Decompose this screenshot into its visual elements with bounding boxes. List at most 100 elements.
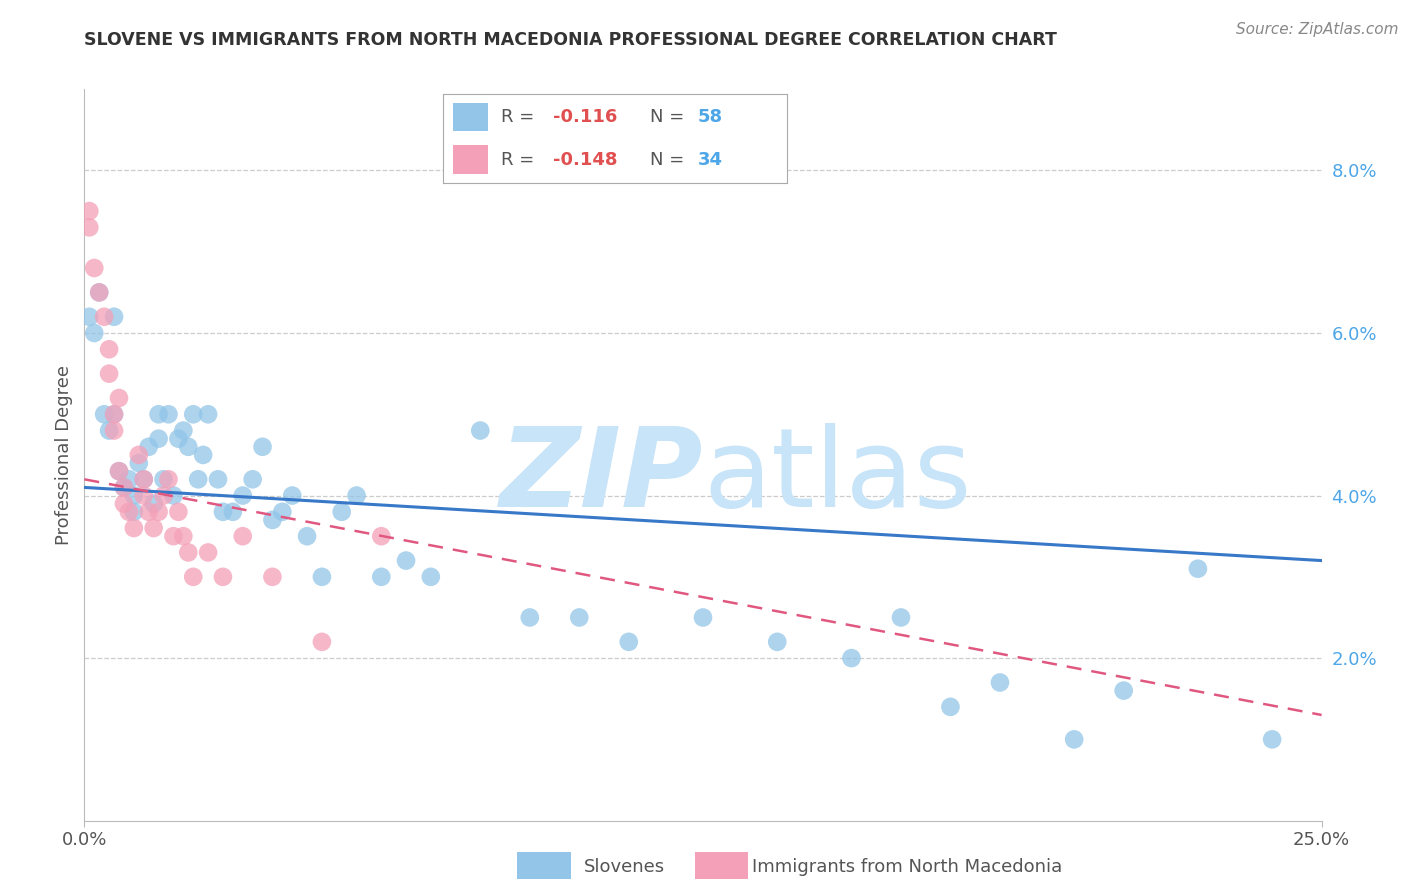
Point bbox=[232, 489, 254, 503]
Point bbox=[108, 464, 131, 478]
Bar bbox=[453, 145, 488, 174]
Point bbox=[177, 545, 200, 559]
Text: 34: 34 bbox=[697, 151, 723, 169]
Point bbox=[89, 285, 111, 300]
Point bbox=[83, 326, 105, 340]
Point bbox=[177, 440, 200, 454]
Point bbox=[162, 489, 184, 503]
Point bbox=[122, 489, 145, 503]
Point bbox=[370, 529, 392, 543]
Point bbox=[207, 472, 229, 486]
Point bbox=[132, 472, 155, 486]
Point bbox=[295, 529, 318, 543]
Bar bbox=[453, 103, 488, 131]
Point bbox=[122, 505, 145, 519]
Text: N =: N = bbox=[650, 108, 689, 126]
Point bbox=[118, 505, 141, 519]
Point bbox=[108, 391, 131, 405]
Text: R =: R = bbox=[502, 108, 540, 126]
Point bbox=[252, 440, 274, 454]
Point bbox=[346, 489, 368, 503]
Point bbox=[181, 570, 204, 584]
Point bbox=[128, 456, 150, 470]
Text: atlas: atlas bbox=[703, 424, 972, 531]
Point bbox=[1112, 683, 1135, 698]
Text: ZIP: ZIP bbox=[499, 424, 703, 531]
Point bbox=[79, 220, 101, 235]
Point bbox=[281, 489, 304, 503]
Point bbox=[138, 440, 160, 454]
Text: -0.116: -0.116 bbox=[553, 108, 617, 126]
Text: Source: ZipAtlas.com: Source: ZipAtlas.com bbox=[1236, 22, 1399, 37]
Point bbox=[98, 424, 121, 438]
Point bbox=[112, 497, 135, 511]
Point bbox=[103, 424, 125, 438]
Point bbox=[939, 699, 962, 714]
Point bbox=[617, 635, 640, 649]
Point bbox=[330, 505, 353, 519]
Text: Slovenes: Slovenes bbox=[583, 858, 665, 876]
Point bbox=[148, 432, 170, 446]
Point bbox=[271, 505, 294, 519]
Point bbox=[142, 497, 165, 511]
Point bbox=[103, 407, 125, 421]
Point bbox=[841, 651, 863, 665]
Point bbox=[262, 570, 284, 584]
Point bbox=[98, 343, 121, 357]
Point bbox=[103, 407, 125, 421]
Point bbox=[311, 635, 333, 649]
Point bbox=[112, 480, 135, 494]
Point bbox=[1063, 732, 1085, 747]
Point bbox=[79, 310, 101, 324]
Point bbox=[890, 610, 912, 624]
Text: Immigrants from North Macedonia: Immigrants from North Macedonia bbox=[752, 858, 1063, 876]
Point bbox=[172, 529, 194, 543]
Point bbox=[79, 204, 101, 219]
Point bbox=[568, 610, 591, 624]
Point bbox=[181, 407, 204, 421]
Point bbox=[470, 424, 492, 438]
Point bbox=[692, 610, 714, 624]
Point bbox=[98, 367, 121, 381]
Point bbox=[132, 489, 155, 503]
Text: 58: 58 bbox=[697, 108, 723, 126]
Point bbox=[232, 529, 254, 543]
Text: -0.148: -0.148 bbox=[553, 151, 617, 169]
Point bbox=[311, 570, 333, 584]
Point bbox=[93, 310, 115, 324]
Point bbox=[197, 407, 219, 421]
Point bbox=[395, 553, 418, 567]
Point bbox=[172, 424, 194, 438]
Point bbox=[1187, 562, 1209, 576]
Point bbox=[132, 472, 155, 486]
Point bbox=[988, 675, 1011, 690]
Text: R =: R = bbox=[502, 151, 540, 169]
Point bbox=[128, 448, 150, 462]
Point bbox=[242, 472, 264, 486]
Point bbox=[212, 570, 235, 584]
Point bbox=[93, 407, 115, 421]
Point bbox=[191, 448, 214, 462]
Point bbox=[167, 505, 190, 519]
Point bbox=[1261, 732, 1284, 747]
Point bbox=[157, 407, 180, 421]
Point bbox=[197, 545, 219, 559]
Point bbox=[262, 513, 284, 527]
Point bbox=[519, 610, 541, 624]
Point bbox=[83, 260, 105, 275]
Point bbox=[370, 570, 392, 584]
Y-axis label: Professional Degree: Professional Degree bbox=[55, 365, 73, 545]
Point bbox=[212, 505, 235, 519]
Point bbox=[122, 521, 145, 535]
Point bbox=[766, 635, 789, 649]
Point bbox=[108, 464, 131, 478]
Point bbox=[138, 505, 160, 519]
Point bbox=[103, 310, 125, 324]
Point bbox=[187, 472, 209, 486]
Point bbox=[142, 521, 165, 535]
Text: N =: N = bbox=[650, 151, 689, 169]
Point bbox=[222, 505, 245, 519]
Point bbox=[162, 529, 184, 543]
Point bbox=[148, 407, 170, 421]
Text: SLOVENE VS IMMIGRANTS FROM NORTH MACEDONIA PROFESSIONAL DEGREE CORRELATION CHART: SLOVENE VS IMMIGRANTS FROM NORTH MACEDON… bbox=[84, 31, 1057, 49]
